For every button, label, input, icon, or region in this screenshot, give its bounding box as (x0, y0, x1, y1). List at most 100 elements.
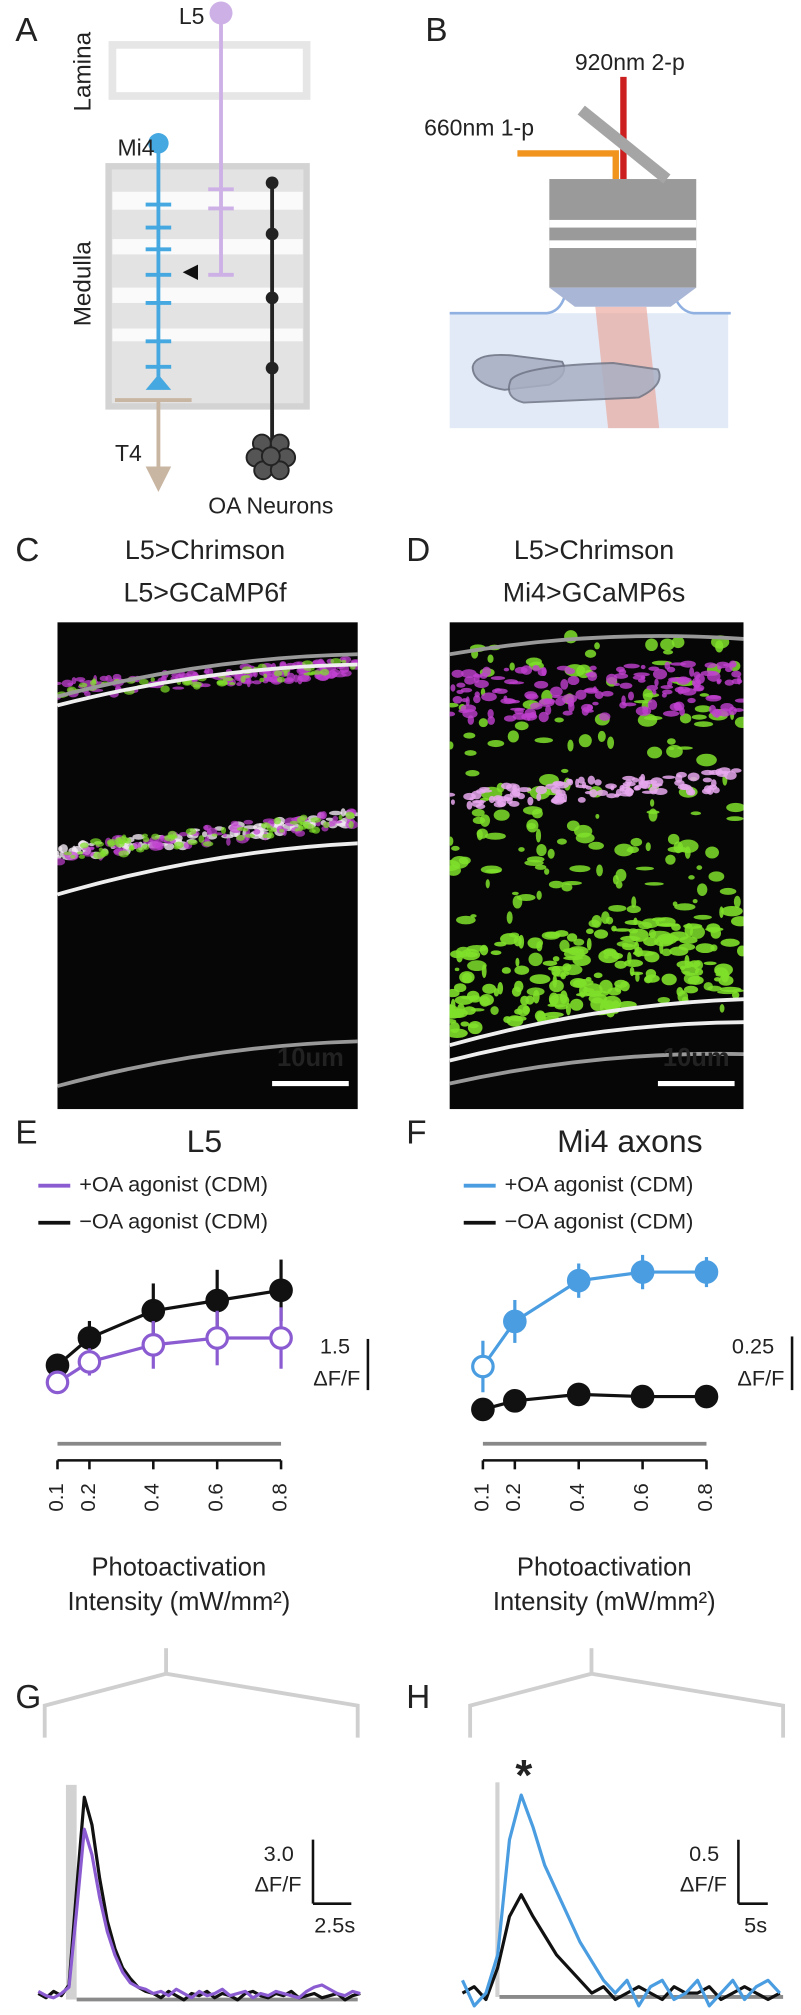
panel-label: A (15, 12, 38, 49)
fluorescence (677, 686, 684, 695)
fluorescence (587, 671, 598, 682)
fluorescence (119, 838, 126, 845)
tissue (507, 362, 661, 404)
fluorescence (345, 811, 355, 820)
cell-label: OA Neurons (208, 492, 333, 518)
fluorescence (487, 654, 494, 663)
fluorescence (554, 697, 566, 707)
fluorescence (198, 835, 205, 843)
cell-label: L5 (179, 3, 205, 29)
fluorescence (245, 833, 255, 838)
fluorescence (590, 997, 605, 1012)
fluorescence (299, 825, 307, 830)
fluorescence (687, 697, 696, 704)
fluorescence (551, 965, 561, 977)
fluorescence (633, 785, 640, 791)
fluorescence (185, 828, 197, 835)
fluorescence (141, 833, 148, 838)
fluorescence (500, 698, 516, 705)
fluorescence (449, 741, 454, 750)
fluorescence (719, 986, 742, 993)
fluorescence (606, 673, 618, 685)
genotype-label: L5>Chrimson (514, 535, 674, 565)
fluorescence (644, 882, 664, 886)
fluorescence (680, 660, 696, 668)
fluorescence (567, 675, 580, 686)
fluorescence (684, 846, 691, 859)
fluorescence (676, 676, 690, 685)
fluorescence (532, 665, 540, 672)
fluorescence (661, 948, 672, 957)
fluorescence (563, 793, 568, 803)
fluorescence (647, 699, 658, 711)
fluorescence (718, 767, 731, 774)
fluorescence (160, 685, 170, 693)
fluorescence (454, 967, 460, 972)
fluorescence (506, 911, 513, 924)
fluorescence (560, 972, 567, 980)
data-point (45, 1370, 70, 1395)
fluorescence (57, 850, 60, 857)
fluorescence (630, 837, 643, 847)
legend-label: +OA agonist (CDM) (79, 1171, 268, 1196)
fluorescence (587, 775, 596, 785)
fluorescence (522, 1005, 531, 1015)
region-label: Medulla (70, 241, 97, 326)
mi4-terminal (145, 374, 172, 390)
fluorescence (57, 857, 66, 866)
x-tick-label: 0.6 (205, 1483, 228, 1511)
fluorescence (573, 938, 585, 946)
scale-bar-label: 2.5s (314, 1912, 355, 1937)
layer-boundary (57, 662, 358, 708)
fluorescence (472, 816, 486, 824)
legend-label: +OA agonist (CDM) (505, 1171, 694, 1196)
fluorescence (67, 682, 74, 686)
fluorescence (199, 683, 211, 688)
fluorescence (464, 750, 477, 756)
fluorescence (452, 696, 463, 704)
data-point (694, 1384, 719, 1409)
pointer (182, 264, 199, 280)
fluorescence (259, 677, 265, 683)
fluorescence (565, 1002, 571, 1016)
panel-label: H (406, 1679, 430, 1716)
fluorescence (645, 842, 651, 852)
fluorescence (671, 636, 685, 649)
fluorescence (654, 783, 663, 787)
fluorescence (666, 666, 676, 673)
x-tick-label: 0.8 (268, 1483, 291, 1511)
fluorescence (505, 783, 520, 793)
data-point (141, 1298, 166, 1323)
fluorescence (667, 738, 676, 745)
fluorescence (601, 911, 610, 924)
fluorescence (206, 827, 218, 835)
fluorescence (646, 684, 659, 691)
data-point (77, 1326, 102, 1350)
fluorescence (554, 930, 569, 937)
fluorescence (273, 817, 282, 825)
micrograph (57, 622, 358, 1110)
fluorescence (236, 827, 246, 831)
fluorescence (450, 799, 455, 805)
fluorescence (593, 972, 603, 979)
data-point (630, 1384, 655, 1409)
fluorescence (612, 874, 619, 885)
panel-label: F (406, 1114, 426, 1151)
fluorescence (471, 808, 485, 817)
objective-tip (549, 287, 697, 307)
fluorescence (490, 1006, 499, 1015)
fluorescence (561, 768, 569, 774)
fluorescence (112, 673, 122, 681)
fluorescence (584, 709, 594, 713)
fluorescence (566, 778, 573, 784)
fluorescence (450, 684, 456, 692)
fluorescence (716, 679, 721, 685)
fluorescence (607, 987, 622, 996)
fluorescence (726, 816, 744, 822)
fluorescence (705, 846, 719, 859)
fluorescence (515, 957, 520, 967)
fluorescence (584, 649, 597, 658)
fluorescence (561, 883, 573, 892)
fluorescence (514, 980, 524, 993)
fluorescence (679, 713, 692, 724)
